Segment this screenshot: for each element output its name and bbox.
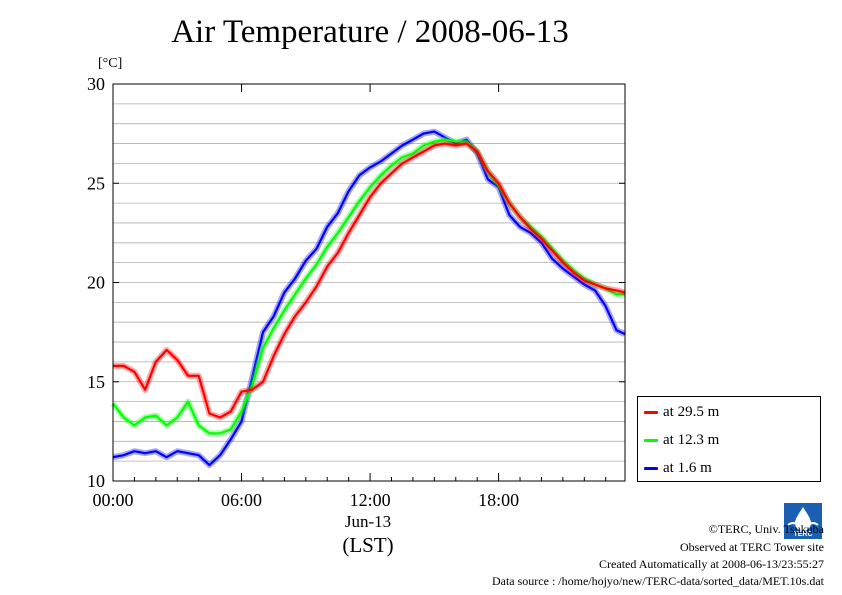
legend-label: at 12.3 m bbox=[663, 432, 720, 448]
series-halo-at-1-6-m bbox=[112, 128, 627, 469]
axis-ticks: 10 15 20 25 30 00:00 06:00 12:00 18:00 bbox=[87, 74, 625, 510]
legend-swatch-blue bbox=[644, 467, 658, 470]
x-tick-label: 00:00 bbox=[92, 490, 133, 510]
y-tick-label: 25 bbox=[87, 173, 105, 193]
series-line-at-12-3-m bbox=[112, 138, 625, 435]
grid-lines bbox=[113, 103, 625, 462]
legend: at 29.5 m at 12.3 m at 1.6 m bbox=[637, 396, 821, 482]
logo-text: TERC bbox=[793, 531, 812, 538]
legend-label: at 29.5 m bbox=[663, 404, 720, 420]
y-tick-label: 30 bbox=[87, 74, 105, 94]
chart-title: Air Temperature / 2008-06-13 bbox=[171, 14, 569, 50]
legend-swatch-green bbox=[644, 439, 658, 442]
legend-swatch-red bbox=[644, 411, 658, 414]
x-tick-label: 12:00 bbox=[350, 490, 391, 510]
legend-label: at 1.6 m bbox=[663, 460, 712, 476]
x-tick-label: 06:00 bbox=[221, 490, 262, 510]
footer-copyright: ©TERC, Univ. Tsukuba bbox=[708, 522, 824, 536]
legend-item-1-6m: at 1.6 m bbox=[644, 460, 712, 477]
x-axis-timezone: (LST) bbox=[342, 533, 394, 557]
y-tick-label: 10 bbox=[87, 471, 105, 491]
y-tick-label: 20 bbox=[87, 273, 105, 293]
legend-item-12-3m: at 12.3 m bbox=[644, 432, 719, 449]
series-line-at-29-5-m bbox=[113, 142, 626, 419]
series-line-at-1-6-m bbox=[112, 130, 626, 467]
legend-item-29-5m: at 29.5 m bbox=[644, 404, 719, 421]
series-halo-at-12-3-m bbox=[110, 136, 625, 437]
footer-site: Observed at TERC Tower site bbox=[679, 540, 824, 554]
x-tick-label: 18:00 bbox=[478, 490, 519, 510]
y-axis-unit: [°C] bbox=[98, 56, 123, 71]
footer-source: Data source : /home/hojyo/new/TERC-data/… bbox=[491, 574, 824, 588]
x-axis-date: Jun-13 bbox=[344, 512, 392, 531]
y-tick-label: 15 bbox=[87, 372, 105, 392]
footer-created: Created Automatically at 2008-06-13/23:5… bbox=[599, 557, 824, 571]
terc-logo-icon: TERC bbox=[784, 503, 822, 539]
series-lines bbox=[110, 128, 627, 469]
